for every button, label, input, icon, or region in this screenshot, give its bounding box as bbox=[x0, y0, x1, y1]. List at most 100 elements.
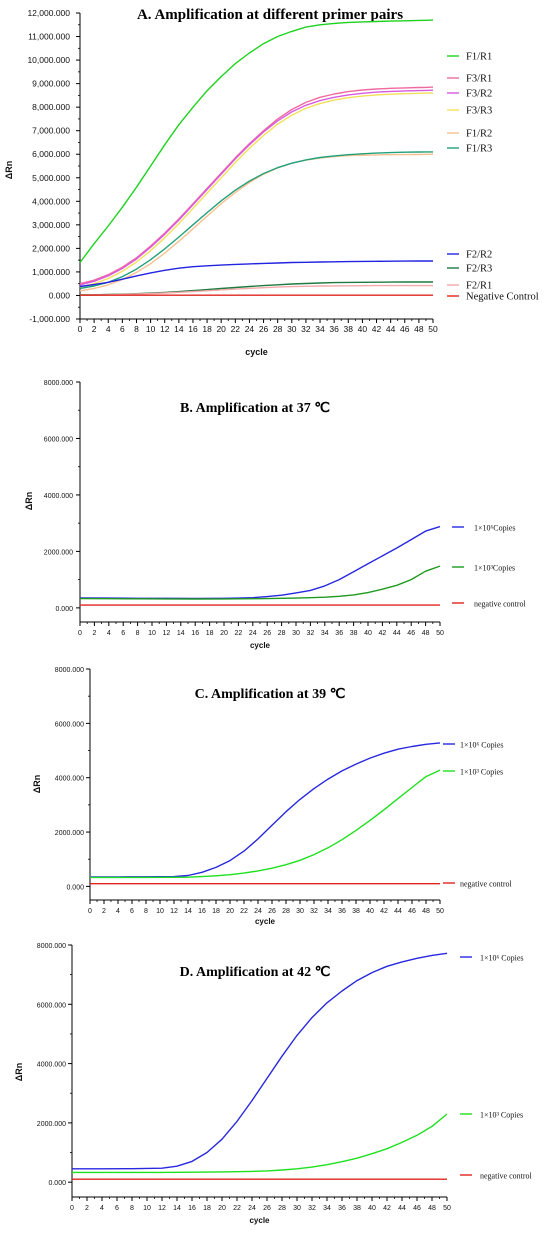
x-axis-label: cycle bbox=[249, 1216, 270, 1225]
series-line bbox=[79, 89, 434, 286]
x-tick-label: 20 bbox=[216, 324, 226, 334]
y-tick-label: 10,000.000 bbox=[27, 55, 70, 65]
x-tick-label: 38 bbox=[344, 324, 354, 334]
x-tick-label: 10 bbox=[148, 630, 156, 637]
x-tick-label: 18 bbox=[212, 908, 220, 915]
x-tick-label: 44 bbox=[393, 630, 401, 637]
x-tick-label: 14 bbox=[174, 324, 184, 334]
x-tick-label: 36 bbox=[338, 1205, 346, 1212]
y-tick-label: 2000.000 bbox=[44, 549, 73, 556]
legend-label: negative control bbox=[480, 1172, 533, 1181]
x-tick-label: 32 bbox=[307, 630, 315, 637]
x-tick-label: 28 bbox=[278, 630, 286, 637]
y-tick-label: 3,000.000 bbox=[32, 220, 70, 230]
legend-label: negative control bbox=[460, 880, 513, 889]
y-tick-label: 4000.000 bbox=[44, 493, 73, 500]
x-tick-label: 4 bbox=[106, 324, 111, 334]
legend-label: 1×10³ Copies bbox=[480, 1111, 523, 1120]
x-tick-label: 42 bbox=[383, 1205, 391, 1212]
x-tick-label: 0 bbox=[70, 1205, 74, 1212]
x-tick-label: 28 bbox=[278, 1205, 286, 1212]
x-tick-label: 14 bbox=[173, 1205, 181, 1212]
x-tick-label: 18 bbox=[202, 324, 212, 334]
legend-label: F2/R2 bbox=[466, 250, 492, 261]
x-tick-label: 12 bbox=[158, 1205, 166, 1212]
y-tick-label: 11,000.000 bbox=[28, 32, 70, 42]
x-tick-label: 2 bbox=[102, 908, 106, 915]
chart-title: C. Amplification at 39 ℃ bbox=[195, 687, 346, 702]
chart-title: B. Amplification at 37 ℃ bbox=[180, 401, 330, 416]
x-tick-label: 22 bbox=[233, 1205, 241, 1212]
x-tick-label: 24 bbox=[248, 1205, 256, 1212]
y-tick-label: 2000.000 bbox=[37, 1121, 66, 1128]
x-tick-label: 40 bbox=[364, 630, 372, 637]
x-tick-label: 8 bbox=[136, 630, 140, 637]
x-tick-label: 12 bbox=[160, 324, 170, 334]
x-tick-label: 44 bbox=[386, 324, 396, 334]
x-tick-label: 50 bbox=[443, 1205, 451, 1212]
x-tick-label: 46 bbox=[400, 324, 410, 334]
x-tick-label: 44 bbox=[394, 908, 402, 915]
x-tick-label: 24 bbox=[254, 908, 262, 915]
chart-title: A. Amplification at different primer pai… bbox=[137, 7, 403, 23]
legend-label: F2/R1 bbox=[466, 281, 492, 292]
legend-label: F1/R2 bbox=[466, 129, 492, 140]
y-tick-label: 8000.000 bbox=[44, 380, 73, 387]
x-axis-label: cycle bbox=[250, 641, 271, 650]
x-tick-label: 22 bbox=[235, 630, 243, 637]
x-tick-label: 20 bbox=[226, 908, 234, 915]
x-tick-label: 22 bbox=[240, 908, 248, 915]
y-tick-label: 6000.000 bbox=[44, 436, 73, 443]
y-tick-label: 7,000.000 bbox=[32, 126, 70, 136]
x-tick-label: 4 bbox=[100, 1205, 104, 1212]
x-tick-label: 38 bbox=[352, 908, 360, 915]
y-tick-label: 9,000.000 bbox=[32, 79, 70, 89]
x-tick-label: 0 bbox=[78, 324, 83, 334]
y-tick-label: -1,000.000 bbox=[29, 314, 70, 324]
x-tick-label: 46 bbox=[413, 1205, 421, 1212]
chart-title: D. Amplification at 42 ℃ bbox=[180, 965, 331, 980]
x-tick-label: 48 bbox=[422, 908, 430, 915]
y-tick-label: 0.000 bbox=[55, 606, 73, 613]
legend-label: 1×10⁶ Copies bbox=[480, 954, 524, 963]
x-tick-label: 0 bbox=[88, 908, 92, 915]
x-tick-label: 48 bbox=[422, 630, 430, 637]
x-axis-label: cycle bbox=[245, 347, 268, 357]
series-line bbox=[72, 1113, 448, 1174]
x-tick-label: 40 bbox=[368, 1205, 376, 1212]
x-tick-label: 34 bbox=[323, 1205, 331, 1212]
series-line bbox=[79, 92, 434, 288]
x-tick-label: 32 bbox=[301, 324, 311, 334]
x-tick-label: 14 bbox=[184, 908, 192, 915]
series-line bbox=[79, 565, 441, 600]
x-tick-label: 2 bbox=[85, 1205, 89, 1212]
x-tick-label: 12 bbox=[163, 630, 171, 637]
series-line bbox=[79, 86, 434, 285]
y-tick-label: 6000.000 bbox=[55, 721, 84, 728]
legend-label: F1/R1 bbox=[466, 52, 492, 63]
x-tick-label: 42 bbox=[372, 324, 382, 334]
x-tick-label: 26 bbox=[263, 630, 271, 637]
y-tick-label: 6,000.000 bbox=[32, 149, 70, 159]
x-tick-label: 2 bbox=[92, 324, 97, 334]
y-axis-label: ΔRn bbox=[4, 161, 14, 179]
x-tick-label: 34 bbox=[321, 630, 329, 637]
series-line bbox=[72, 952, 448, 1170]
x-tick-label: 4 bbox=[107, 630, 111, 637]
x-tick-label: 28 bbox=[273, 324, 283, 334]
x-tick-label: 24 bbox=[245, 324, 255, 334]
x-tick-label: 38 bbox=[350, 630, 358, 637]
x-tick-label: 30 bbox=[296, 908, 304, 915]
chart-a: -1,000.000 0.000 1,000.000 2,000.000 3,000.0… bbox=[4, 7, 539, 357]
x-tick-label: 18 bbox=[206, 630, 214, 637]
x-tick-label: 40 bbox=[358, 324, 368, 334]
x-tick-label: 26 bbox=[259, 324, 269, 334]
x-tick-label: 50 bbox=[436, 908, 444, 915]
x-tick-label: 30 bbox=[293, 1205, 301, 1212]
series-line bbox=[79, 19, 434, 263]
y-axis-label: ΔRn bbox=[14, 1063, 24, 1081]
y-tick-label: 0.000 bbox=[49, 290, 71, 300]
legend-label: 1×10³ Copies bbox=[460, 768, 503, 777]
